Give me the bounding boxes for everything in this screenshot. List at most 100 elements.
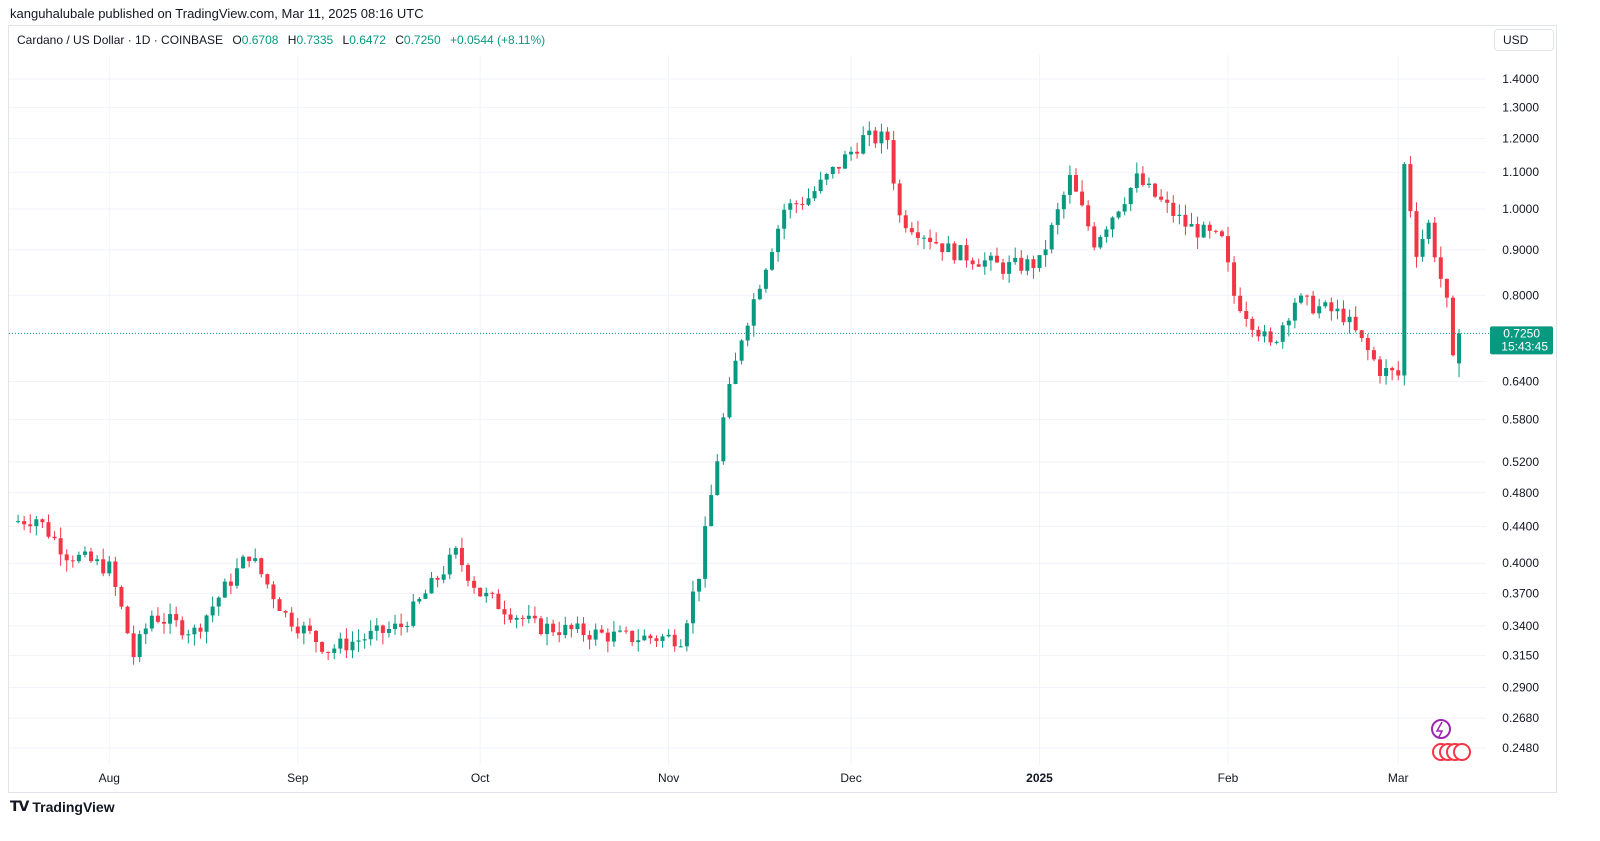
candle-body — [1262, 331, 1267, 337]
candle — [1189, 212, 1194, 227]
candle-body — [40, 519, 45, 523]
candle-body — [770, 252, 774, 270]
candle — [1335, 299, 1340, 320]
candle-body — [1402, 164, 1407, 376]
y-tick-label: 1.0000 — [1502, 202, 1539, 216]
candle — [429, 572, 434, 594]
candle — [1177, 204, 1182, 225]
candle — [1329, 297, 1334, 321]
candle-body — [241, 556, 246, 569]
candle-body — [940, 243, 945, 253]
candle-body — [1444, 278, 1449, 298]
candle — [1128, 187, 1133, 212]
candle — [1341, 300, 1346, 326]
candle — [386, 621, 391, 638]
candle — [411, 593, 416, 628]
publisher-line: kanguhalubale published on TradingView.c… — [10, 6, 424, 21]
candle-body — [733, 360, 738, 385]
tradingview-logo[interactable]: TV TradingView — [10, 799, 115, 815]
last-price-value: 0.7250 — [1503, 326, 1540, 340]
candle-body — [247, 556, 252, 562]
candle — [1031, 255, 1036, 279]
candle — [1371, 346, 1376, 362]
candle-body — [1031, 259, 1036, 269]
candle — [1238, 287, 1243, 313]
candle — [855, 142, 860, 159]
candle — [1134, 162, 1139, 193]
candle-body — [1177, 214, 1182, 216]
change-value: +0.0544 (+8.11%) — [449, 33, 546, 47]
candle-body — [994, 255, 999, 263]
candle — [234, 558, 239, 589]
candle-body — [1438, 257, 1443, 279]
candle-body — [399, 623, 404, 628]
candle — [1359, 329, 1364, 343]
candle-body — [307, 625, 312, 631]
candle — [28, 514, 33, 534]
candle-body — [216, 597, 221, 607]
candle-body — [1274, 341, 1279, 343]
candle — [1110, 216, 1115, 238]
us-flag-event-icon — [1453, 743, 1471, 761]
candle-body — [277, 599, 282, 612]
candle-body — [1201, 224, 1206, 238]
candle — [624, 626, 629, 634]
candle — [320, 641, 325, 655]
candle — [1122, 197, 1127, 216]
candle-body — [976, 264, 981, 267]
candle-body — [788, 203, 793, 210]
candle — [1414, 202, 1419, 268]
currency-button[interactable]: USD — [1494, 29, 1554, 51]
y-tick-label: 0.4000 — [1502, 556, 1539, 570]
candle — [1274, 340, 1279, 345]
candle — [1268, 327, 1273, 346]
candle-body — [1359, 330, 1364, 338]
candle-body — [721, 417, 726, 462]
candle-body — [466, 565, 470, 581]
candle — [64, 549, 69, 572]
candle — [441, 565, 446, 584]
candle — [982, 252, 987, 275]
candle — [697, 578, 702, 602]
candle — [879, 123, 884, 154]
candle — [684, 619, 689, 652]
y-tick-label: 0.2680 — [1502, 711, 1539, 725]
candle-body — [818, 179, 823, 192]
candle — [149, 610, 154, 632]
candle — [618, 625, 622, 633]
candle-body — [168, 614, 173, 624]
candle — [940, 243, 945, 261]
candle-body — [228, 581, 233, 586]
candle-body — [1171, 202, 1176, 216]
candle-body — [1043, 249, 1048, 256]
candle-body — [350, 641, 355, 651]
candle — [800, 196, 805, 210]
candle — [496, 589, 501, 610]
candle-body — [1378, 359, 1382, 376]
candle-body — [149, 615, 154, 629]
candle-body — [174, 614, 179, 621]
candle-body — [1353, 316, 1358, 331]
candle-body — [301, 625, 306, 634]
candle — [1384, 359, 1389, 385]
candle-body — [119, 586, 124, 607]
candle-body — [1153, 183, 1158, 197]
candle — [204, 614, 209, 644]
candle-body — [1432, 222, 1437, 258]
candle-body — [867, 130, 872, 136]
symbol-title[interactable]: Cardano / US Dollar · 1D · COINBASE — [17, 33, 224, 47]
last-price-countdown: 15:43:45 — [1501, 339, 1548, 353]
candle — [453, 545, 458, 559]
candle — [1444, 278, 1449, 308]
candle — [301, 621, 306, 645]
candle — [16, 514, 21, 524]
candle — [95, 555, 100, 566]
candle-body — [1067, 174, 1072, 195]
candle-body — [1414, 211, 1419, 257]
candle-body — [666, 634, 671, 637]
candle — [1049, 222, 1054, 254]
candle-body — [344, 638, 349, 651]
candle-body — [95, 559, 100, 562]
candle-body — [757, 288, 762, 300]
